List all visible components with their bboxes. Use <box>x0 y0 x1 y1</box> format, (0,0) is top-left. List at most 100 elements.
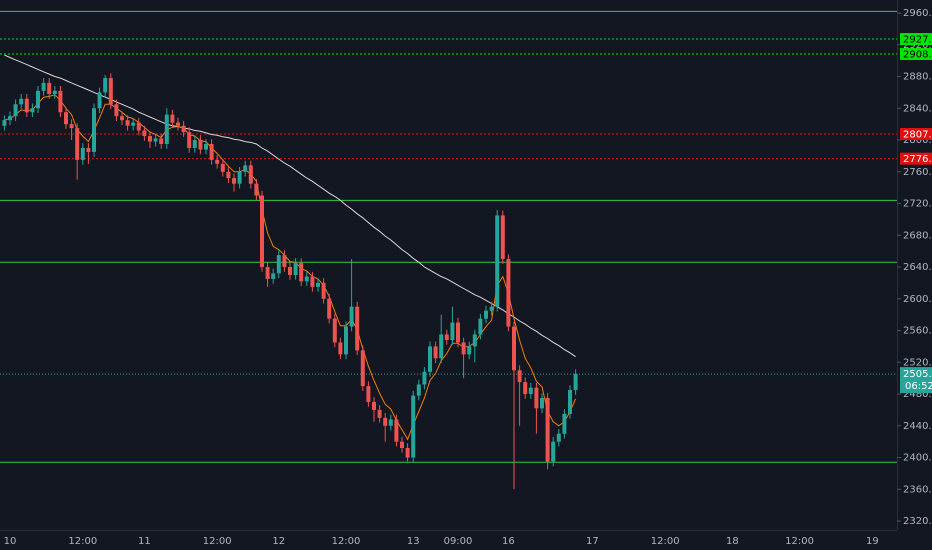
candle-body <box>411 395 416 458</box>
candle-body <box>187 132 192 148</box>
candle-body <box>41 82 46 91</box>
price-tag-label: 2776.5 <box>903 154 932 165</box>
candle-body <box>52 90 57 94</box>
candle-body <box>30 108 35 113</box>
candle-body <box>80 147 85 160</box>
candle-body <box>164 114 169 144</box>
candle-body <box>344 326 348 355</box>
candle-body <box>176 122 180 126</box>
price-tag <box>900 47 932 60</box>
y-tick-label: 2640.0 <box>903 262 932 273</box>
candle-body <box>433 346 438 359</box>
candle-body <box>472 334 477 347</box>
candle-body <box>131 122 136 126</box>
candle-body <box>512 326 516 371</box>
candle-body <box>215 159 220 164</box>
price-tag <box>900 127 932 140</box>
candle-body <box>271 273 276 279</box>
x-tick-label: 12 <box>272 536 285 547</box>
candle-body <box>248 165 253 184</box>
candle-body <box>103 78 108 93</box>
x-tick-label: 12:00 <box>332 536 361 547</box>
x-tick-label: 18 <box>726 536 739 547</box>
candle-body <box>573 374 578 391</box>
candle-body <box>47 82 52 94</box>
candle-body <box>338 342 343 355</box>
candle-body <box>484 310 488 319</box>
candle-body <box>568 390 572 414</box>
candle-body <box>159 138 164 144</box>
y-tick-label: 2600.0 <box>903 294 932 305</box>
y-tick-label: 2320.0 <box>903 516 932 527</box>
candle-body <box>422 371 427 385</box>
candle-body <box>108 78 113 105</box>
candle-body <box>439 334 444 359</box>
x-tick-label: 10 <box>4 536 17 547</box>
candle-body <box>450 322 455 341</box>
candle-body <box>528 387 533 395</box>
candle-body <box>456 322 460 343</box>
y-tick-label: 2800.0 <box>903 135 932 146</box>
candle-body <box>243 165 248 172</box>
candle-body <box>360 350 365 387</box>
y-tick-label: 2440.0 <box>903 421 932 432</box>
candle-body <box>534 387 539 409</box>
candle-body <box>495 215 500 307</box>
candle-body <box>377 409 382 418</box>
candle-body <box>114 104 119 117</box>
candle-body <box>461 342 466 355</box>
candle-body <box>523 382 528 395</box>
x-tick-label: 17 <box>586 536 599 547</box>
x-tick-label: 12:00 <box>68 536 97 547</box>
candle-body <box>220 163 225 172</box>
x-tick-label: 12:00 <box>651 536 680 547</box>
price-tag-label: 2908.4 <box>903 49 932 60</box>
candle-body <box>551 441 556 462</box>
candle-body <box>400 441 404 449</box>
candle-body <box>517 370 522 383</box>
candle-body <box>383 417 388 426</box>
last-price-label: 2505.1 <box>903 369 932 380</box>
candle-body <box>372 401 376 410</box>
candle-body <box>153 138 158 142</box>
candle-body <box>349 306 354 327</box>
candle-body <box>260 195 264 268</box>
candle-body <box>316 282 320 287</box>
candle-body <box>299 263 304 282</box>
candle-body <box>58 90 63 113</box>
candle-body <box>500 215 505 260</box>
candle-body <box>120 116 124 121</box>
candle-body <box>467 346 472 355</box>
candle-body <box>327 298 332 319</box>
candle-body <box>506 259 511 327</box>
candle-body <box>24 98 29 113</box>
candle-body <box>136 122 141 131</box>
candle-body <box>198 140 203 150</box>
candle-body <box>192 140 197 148</box>
candle-body <box>293 263 298 275</box>
candle-body <box>232 178 236 184</box>
y-tick-label: 2560.0 <box>903 326 932 337</box>
y-tick-label: 2960.0 <box>903 8 932 19</box>
candle-body <box>237 171 242 184</box>
candle-body <box>2 120 7 126</box>
candle-body <box>562 413 567 434</box>
candle-body <box>69 124 74 129</box>
price-tag-label: 2927.2 <box>903 35 932 46</box>
candle-body <box>86 147 91 152</box>
candle-body <box>148 136 152 142</box>
candle-body <box>142 130 147 137</box>
candle-body <box>97 92 102 109</box>
countdown-label: 06:52 <box>905 381 932 392</box>
price-tag-label: 2807.6 <box>903 129 932 140</box>
candle-body <box>478 318 483 335</box>
candle-body <box>355 306 360 351</box>
candle-body <box>226 171 231 179</box>
candle-body <box>254 183 259 196</box>
candle-body <box>556 433 561 442</box>
x-tick-label: 13 <box>407 536 420 547</box>
price-tag <box>900 33 932 46</box>
